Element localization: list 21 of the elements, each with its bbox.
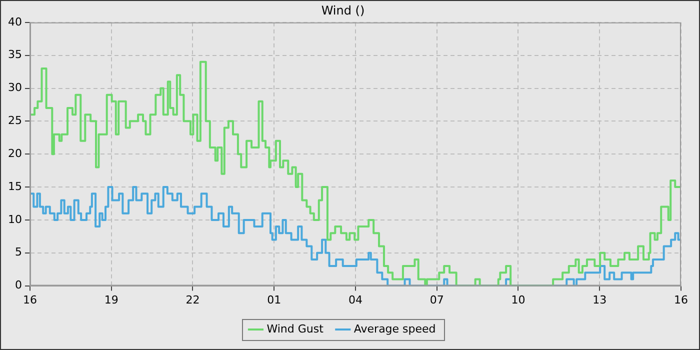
chart-title: Wind () xyxy=(321,3,365,18)
legend-label: Wind Gust xyxy=(266,322,324,336)
x-tick-label: 16 xyxy=(674,293,688,306)
x-tick-label: 04 xyxy=(348,293,362,306)
y-tick-label: 5 xyxy=(14,246,22,259)
y-tick-label: 20 xyxy=(8,146,22,160)
y-tick-label: 30 xyxy=(8,81,22,94)
x-tick-label: 22 xyxy=(186,293,200,306)
legend-label: Average speed xyxy=(354,322,436,336)
x-tick-label: 13 xyxy=(592,293,607,306)
x-tick-label: 10 xyxy=(511,293,526,306)
y-tick-label: 0 xyxy=(14,278,22,292)
x-tick-label: 16 xyxy=(22,293,37,306)
y-tick-label: 10 xyxy=(8,212,22,226)
y-tick-label: 15 xyxy=(8,180,22,193)
y-tick-label: 35 xyxy=(8,48,22,62)
y-tick-label: 40 xyxy=(8,15,22,28)
x-tick-label: 01 xyxy=(267,293,282,306)
x-tick-label: 19 xyxy=(104,293,118,306)
y-tick-label: 25 xyxy=(8,114,22,128)
x-tick-label: 07 xyxy=(430,293,444,306)
